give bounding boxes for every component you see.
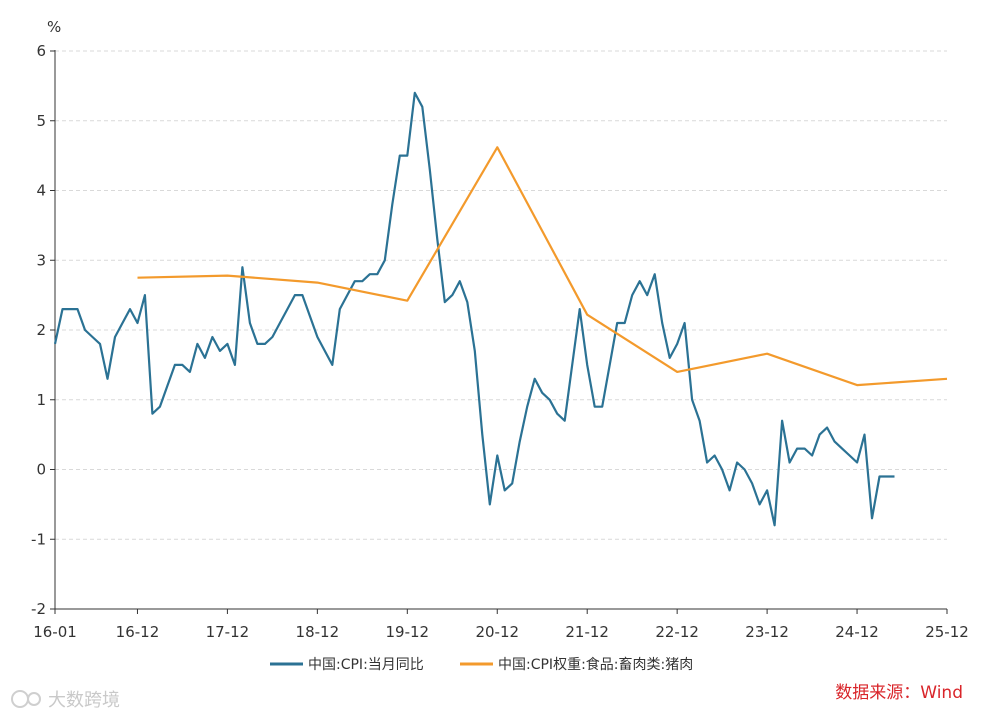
- watermark-text: 大数跨境: [48, 690, 120, 711]
- series-line-pork-weight: [137, 146, 948, 387]
- series-lines: [53, 91, 948, 527]
- y-tick-label: 1: [36, 391, 46, 409]
- y-tick-label: -2: [31, 600, 46, 618]
- legend-label-pork-weight: 中国:CPI权重:食品:畜肉类:猪肉: [498, 656, 693, 673]
- grid-lines: [55, 50, 947, 540]
- y-tick-label: 4: [36, 182, 46, 200]
- legend-label-cpi: 中国:CPI:当月同比: [308, 657, 424, 673]
- data-source: 数据来源：Wind: [835, 683, 963, 703]
- y-tick-label: 3: [36, 251, 46, 269]
- x-tick-label: 16-12: [116, 623, 160, 641]
- x-tick-label: 20-12: [475, 623, 519, 641]
- x-tick-label: 24-12: [835, 623, 879, 641]
- watermark: 大数跨境: [11, 690, 120, 711]
- series-line-cpi-yoy: [53, 91, 895, 527]
- y-tick-label: 0: [36, 461, 46, 479]
- x-tick-label: 16-01: [33, 623, 77, 641]
- y-tick-label: -1: [31, 530, 46, 548]
- watermark-logo-icon: [11, 690, 41, 708]
- x-tick-label: 18-12: [296, 623, 340, 641]
- x-tick-label: 23-12: [745, 623, 789, 641]
- x-tick-label: 25-12: [925, 623, 969, 641]
- x-tick-label: 22-12: [655, 623, 699, 641]
- x-tick-label: 19-12: [386, 623, 430, 641]
- y-tick-label: 2: [36, 321, 46, 339]
- x-ticks: 16-01 16-12 17-12 18-12 19-12 20-12 21-12 22-12…: [33, 609, 969, 641]
- y-axis-label: %: [47, 18, 61, 36]
- x-tick-label: 21-12: [565, 623, 609, 641]
- y-tick-label: 6: [36, 42, 46, 60]
- x-tick-label: 17-12: [206, 623, 250, 641]
- y-tick-label: 5: [36, 112, 46, 130]
- y-ticks: -2 -1 0 1 2 3 4 5 6: [31, 42, 55, 618]
- legend: 中国:CPI:当月同比 中国:CPI权重:食品:畜肉类:猪肉: [270, 656, 693, 673]
